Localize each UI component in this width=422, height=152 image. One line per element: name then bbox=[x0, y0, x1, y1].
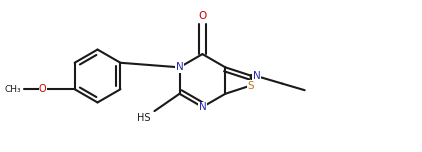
Text: O: O bbox=[198, 11, 206, 21]
Text: CH₃: CH₃ bbox=[5, 85, 21, 94]
Text: N: N bbox=[198, 102, 206, 112]
Text: N: N bbox=[176, 62, 184, 72]
Text: S: S bbox=[247, 81, 254, 91]
Text: N: N bbox=[253, 71, 260, 81]
Text: O: O bbox=[39, 84, 46, 94]
Text: HS: HS bbox=[137, 113, 151, 123]
